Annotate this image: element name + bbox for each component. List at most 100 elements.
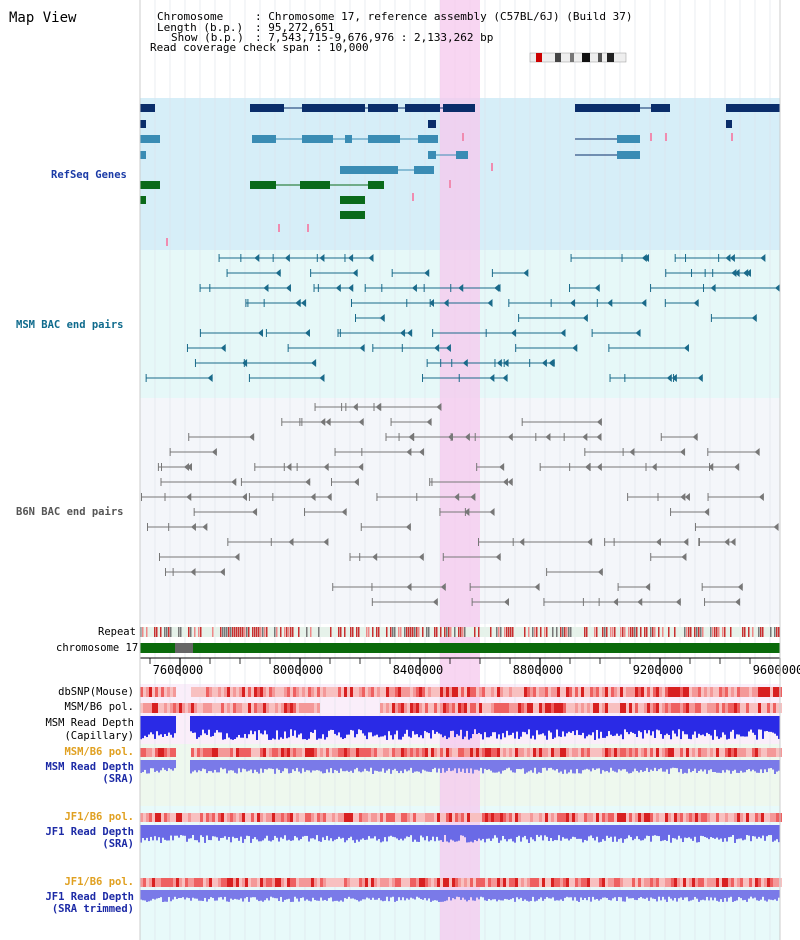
depth-bar bbox=[768, 890, 770, 900]
poly-cell bbox=[197, 813, 200, 822]
depth-bar bbox=[184, 825, 186, 836]
poly-cell bbox=[761, 687, 764, 697]
depth-bar bbox=[402, 825, 404, 841]
poly-cell bbox=[737, 703, 740, 713]
poly-cell bbox=[392, 748, 395, 757]
depth-bar bbox=[706, 825, 708, 838]
poly-cell bbox=[350, 878, 353, 887]
depth-bar bbox=[320, 890, 322, 898]
depth-bar bbox=[342, 825, 344, 838]
depth-bar bbox=[698, 716, 700, 734]
poly-cell bbox=[374, 748, 377, 757]
poly-cell bbox=[221, 878, 224, 887]
poly-cell bbox=[620, 878, 623, 887]
poly-cell bbox=[278, 703, 281, 713]
poly-cell bbox=[539, 878, 542, 887]
depth-bar bbox=[534, 825, 536, 842]
poly-cell bbox=[344, 878, 347, 887]
depth-bar bbox=[428, 825, 430, 842]
poly-cell bbox=[503, 703, 506, 713]
poly-cell bbox=[521, 703, 524, 713]
poly-cell bbox=[713, 813, 716, 822]
poly-cell bbox=[404, 703, 407, 713]
bac-end-arrow bbox=[730, 538, 736, 546]
repeat-mark bbox=[532, 627, 534, 637]
poly-cell bbox=[218, 687, 221, 697]
depth-bar bbox=[690, 760, 692, 773]
depth-bar bbox=[724, 890, 726, 898]
depth-bar bbox=[776, 890, 778, 901]
depth-bar bbox=[198, 825, 200, 843]
depth-bar bbox=[240, 760, 242, 773]
depth-bar bbox=[312, 825, 314, 839]
depth-bar bbox=[736, 760, 738, 773]
poly-cell bbox=[158, 813, 161, 822]
poly-cell bbox=[272, 703, 275, 713]
poly-cell bbox=[443, 748, 446, 757]
poly-cell bbox=[395, 703, 398, 713]
b6n-bac-label[interactable]: B6N BAC end pairs bbox=[16, 506, 124, 518]
poly-cell bbox=[320, 687, 323, 697]
poly-cell bbox=[299, 748, 302, 757]
depth-bar bbox=[174, 716, 176, 734]
depth-bar bbox=[386, 825, 388, 842]
poly-cell bbox=[197, 748, 200, 757]
poly-cell bbox=[554, 813, 557, 822]
poly-cell bbox=[767, 813, 770, 822]
poly-cell bbox=[665, 748, 668, 757]
refseq-genes-label[interactable]: RefSeq Genes bbox=[51, 169, 127, 181]
depth-bar bbox=[650, 890, 652, 898]
repeat-mark bbox=[544, 627, 546, 637]
depth-bar bbox=[678, 825, 680, 836]
poly-cell bbox=[182, 878, 185, 887]
depth-bar bbox=[740, 716, 742, 737]
poly-cell bbox=[671, 687, 674, 697]
poly-cell bbox=[593, 813, 596, 822]
depth-bar bbox=[420, 890, 422, 900]
poly-cell bbox=[659, 813, 662, 822]
depth-bar bbox=[404, 825, 406, 839]
depth-bar bbox=[536, 716, 538, 731]
depth-bar bbox=[194, 716, 196, 733]
poly-cell bbox=[734, 748, 737, 757]
depth-bar bbox=[392, 890, 394, 897]
gene-exon bbox=[340, 166, 398, 174]
poly-cell bbox=[719, 687, 722, 697]
poly-cell bbox=[749, 748, 752, 757]
depth-bar bbox=[692, 760, 694, 771]
msm-bac-label[interactable]: MSM BAC end pairs bbox=[16, 319, 124, 331]
poly-cell bbox=[518, 748, 521, 757]
poly-cell bbox=[560, 748, 563, 757]
bac-end-arrow bbox=[440, 583, 446, 591]
depth-bar bbox=[768, 716, 770, 732]
depth-bar bbox=[396, 890, 398, 901]
depth-bar bbox=[654, 716, 656, 738]
depth-bar bbox=[674, 890, 676, 898]
repeat-mark bbox=[166, 627, 168, 637]
depth-bar bbox=[458, 760, 460, 769]
depth-bar bbox=[592, 825, 594, 839]
poly-cell bbox=[272, 687, 275, 697]
depth-bar bbox=[150, 760, 152, 769]
depth-bar bbox=[410, 890, 412, 898]
depth-bar bbox=[568, 760, 570, 773]
poly-cell bbox=[359, 878, 362, 887]
depth-bar bbox=[500, 760, 502, 774]
depth-bar bbox=[726, 890, 728, 902]
poly-cell bbox=[707, 813, 710, 822]
poly-cell bbox=[191, 878, 194, 887]
depth-bar bbox=[530, 890, 532, 901]
repeat-mark bbox=[560, 627, 562, 637]
repeat-mark bbox=[710, 627, 712, 637]
depth-bar bbox=[450, 716, 452, 731]
repeat-mark bbox=[552, 627, 554, 637]
depth-bar bbox=[360, 825, 362, 840]
depth-bar bbox=[362, 760, 364, 772]
depth-bar bbox=[730, 825, 732, 837]
depth-bar bbox=[478, 890, 480, 900]
poly-cell bbox=[698, 703, 701, 713]
depth-bar bbox=[732, 890, 734, 902]
repeat-mark bbox=[242, 627, 244, 637]
poly-cell bbox=[770, 748, 773, 757]
depth-bar bbox=[244, 890, 246, 899]
